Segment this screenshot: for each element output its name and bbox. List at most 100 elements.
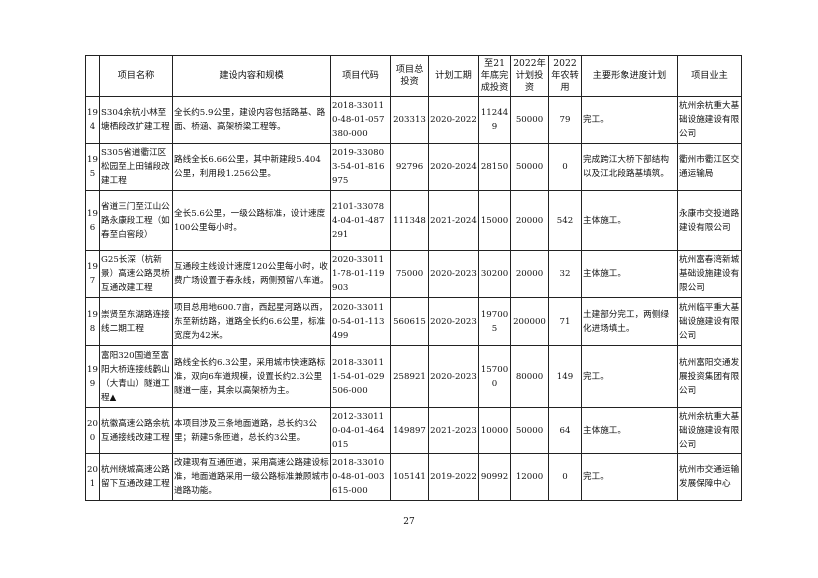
cell-owner: 杭州临平重大基础设施建设有限公司 [677, 297, 742, 346]
cell-total: 149897 [390, 407, 429, 454]
cell-progress: 主体施工。 [581, 190, 678, 251]
cell-period: 2020-2023 [428, 297, 479, 346]
cell-no: 200 [85, 407, 100, 454]
cell-done: 90992 [478, 453, 511, 501]
cell-done: 15000 [478, 190, 511, 251]
header-done: 至21年底完成投资 [478, 55, 511, 97]
page-number: 27 [403, 517, 415, 527]
cell-plan: 200000 [510, 297, 549, 346]
cell-content: 路线全长6.66公里，其中新建段5.404公里，利用段1.256公里。 [172, 143, 331, 191]
header-total: 项目总投资 [390, 55, 429, 97]
cell-done: 28150 [478, 143, 511, 191]
cell-name: S305省道衢江区松园至上田铺段改建工程 [99, 143, 173, 191]
cell-code: 2018-330111-54-01-029506-000 [330, 345, 391, 408]
cell-code: 2018-330100-48-01-003615-000 [330, 453, 391, 501]
cell-name: G25长深（杭新景）高速公路灵桥互通改建工程 [99, 250, 173, 298]
cell-land: 32 [548, 250, 582, 298]
cell-code: 2019-330803-54-01-816975 [330, 143, 391, 191]
cell-progress: 土建部分完工，两侧绿化进场填土。 [581, 297, 678, 346]
cell-period: 2019-2022 [428, 453, 479, 501]
cell-land: 542 [548, 190, 582, 251]
cell-plan: 50000 [510, 96, 549, 144]
cell-owner: 衢州市衢江区交通运输局 [677, 143, 742, 191]
cell-land: 149 [548, 345, 582, 408]
header-owner: 项目业主 [677, 55, 742, 97]
table-row: 201 杭州绕城高速公路留下互通改建工程 改建现有互通匝道，采用高速公路建设标准，地… [85, 453, 742, 501]
cell-name: 杭州绕城高速公路留下互通改建工程 [99, 453, 173, 501]
cell-content: 互通段主线设计速度120公里每小时，收费广场设置于春永线，两侧预留八车道。 [172, 250, 331, 298]
cell-content: 全长约5.9公里，建设内容包括路基、路面、桥涵、高架桥梁工程等。 [172, 96, 331, 144]
cell-done: 10000 [478, 407, 511, 454]
cell-content: 路线全长约6.3公里，采用城市快速路标准，双向6车道规模，设置长约2.3公里隧道… [172, 345, 331, 408]
cell-progress: 完工。 [581, 345, 678, 408]
table-row: 199 富阳320国道至富阳大桥连接线鹳山（大青山）隧道工程▲ 路线全长约6.3公里… [85, 345, 742, 408]
header-no [85, 55, 100, 97]
cell-land: 71 [548, 297, 582, 346]
cell-name: 省道三门至江山公路永康段工程（如春至白窖段） [99, 190, 173, 251]
cell-owner: 杭州余杭重大基础设施建设有限公司 [677, 96, 742, 144]
cell-period: 2020-2023 [428, 345, 479, 408]
header-code: 项目代码 [330, 55, 391, 97]
cell-progress: 完成跨江大桥下部结构以及江北段路基填筑。 [581, 143, 678, 191]
cell-code: 2018-330110-48-01-057380-000 [330, 96, 391, 144]
cell-progress: 完工。 [581, 96, 678, 144]
cell-land: 79 [548, 96, 582, 144]
cell-period: 2021-2024 [428, 190, 479, 251]
cell-progress: 主体施工。 [581, 250, 678, 298]
cell-name: S304余杭小林至塘栖段改扩建工程 [99, 96, 173, 144]
cell-plan: 50000 [510, 407, 549, 454]
cell-no: 196 [85, 190, 100, 251]
table-header-row: 项目名称 建设内容和规模 项目代码 项目总投资 计划工期 至21年底完成投资 2… [85, 55, 742, 97]
cell-plan: 20000 [510, 250, 549, 298]
cell-progress: 主体施工。 [581, 407, 678, 454]
cell-done: 197005 [478, 297, 511, 346]
cell-period: 2020-2022 [428, 96, 479, 144]
header-period: 计划工期 [428, 55, 479, 97]
header-land: 2022年农转用 [548, 55, 582, 97]
cell-content: 改建现有互通匝道，采用高速公路建设标准，地面道路采用一级公路标准兼顾城市道路功能… [172, 453, 331, 501]
cell-content: 本项目涉及三条地面道路，总长约3公里；新建5条匝道，总长约3公里。 [172, 407, 331, 454]
cell-total: 560615 [390, 297, 429, 346]
cell-land: 0 [548, 453, 582, 501]
table-row: 198 崇贤至东湖路连接线二期工程 项目总用地600.7亩，西起星河路以西，东至新纺… [85, 297, 742, 346]
cell-no: 198 [85, 297, 100, 346]
cell-plan: 80000 [510, 345, 549, 408]
cell-no: 194 [85, 96, 100, 144]
cell-no: 199 [85, 345, 100, 408]
cell-plan: 20000 [510, 190, 549, 251]
header-content: 建设内容和规模 [172, 55, 331, 97]
cell-period: 2021-2023 [428, 407, 479, 454]
cell-total: 92796 [390, 143, 429, 191]
table-row: 200 杭徽高速公路余杭互通接线改建工程 本项目涉及三条地面道路，总长约3公里；新建… [85, 407, 742, 454]
cell-period: 2020-2023 [428, 250, 479, 298]
cell-owner: 永康市交投道路建设有限公司 [677, 190, 742, 251]
header-name: 项目名称 [99, 55, 173, 97]
cell-name: 杭徽高速公路余杭互通接线改建工程 [99, 407, 173, 454]
cell-owner: 杭州市交通运输发展保障中心 [677, 453, 742, 501]
cell-total: 75000 [390, 250, 429, 298]
table-row: 194 S304余杭小林至塘栖段改扩建工程 全长约5.9公里，建设内容包括路基、路面… [85, 96, 742, 144]
cell-total: 203313 [390, 96, 429, 144]
cell-content: 项目总用地600.7亩，西起星河路以西，东至新纺路，道路全长约6.6公里，标准宽… [172, 297, 331, 346]
cell-content: 全长5.6公里，一级公路标准，设计速度100公里每小时。 [172, 190, 331, 251]
cell-land: 0 [548, 143, 582, 191]
cell-no: 201 [85, 453, 100, 501]
cell-no: 195 [85, 143, 100, 191]
cell-name: 崇贤至东湖路连接线二期工程 [99, 297, 173, 346]
cell-total: 111348 [390, 190, 429, 251]
table-row: 197 G25长深（杭新景）高速公路灵桥互通改建工程 互通段主线设计速度120公里每… [85, 250, 742, 298]
cell-owner: 杭州富春湾新城基础设施建设有限公司 [677, 250, 742, 298]
cell-no: 197 [85, 250, 100, 298]
cell-owner: 杭州富阳交通发展投资集团有限公司 [677, 345, 742, 408]
cell-code: 2101-330784-04-01-487291 [330, 190, 391, 251]
cell-plan: 50000 [510, 143, 549, 191]
cell-name: 富阳320国道至富阳大桥连接线鹳山（大青山）隧道工程▲ [99, 345, 173, 408]
header-plan: 2022年计划投资 [510, 55, 549, 97]
cell-period: 2020-2024 [428, 143, 479, 191]
project-table: 项目名称 建设内容和规模 项目代码 项目总投资 计划工期 至21年底完成投资 2… [85, 55, 742, 501]
cell-total: 258921 [390, 345, 429, 408]
cell-code: 2020-330111-78-01-119903 [330, 250, 391, 298]
cell-done: 30200 [478, 250, 511, 298]
cell-code: 2012-330110-04-01-464015 [330, 407, 391, 454]
cell-owner: 杭州余杭重大基础设施建设有限公司 [677, 407, 742, 454]
